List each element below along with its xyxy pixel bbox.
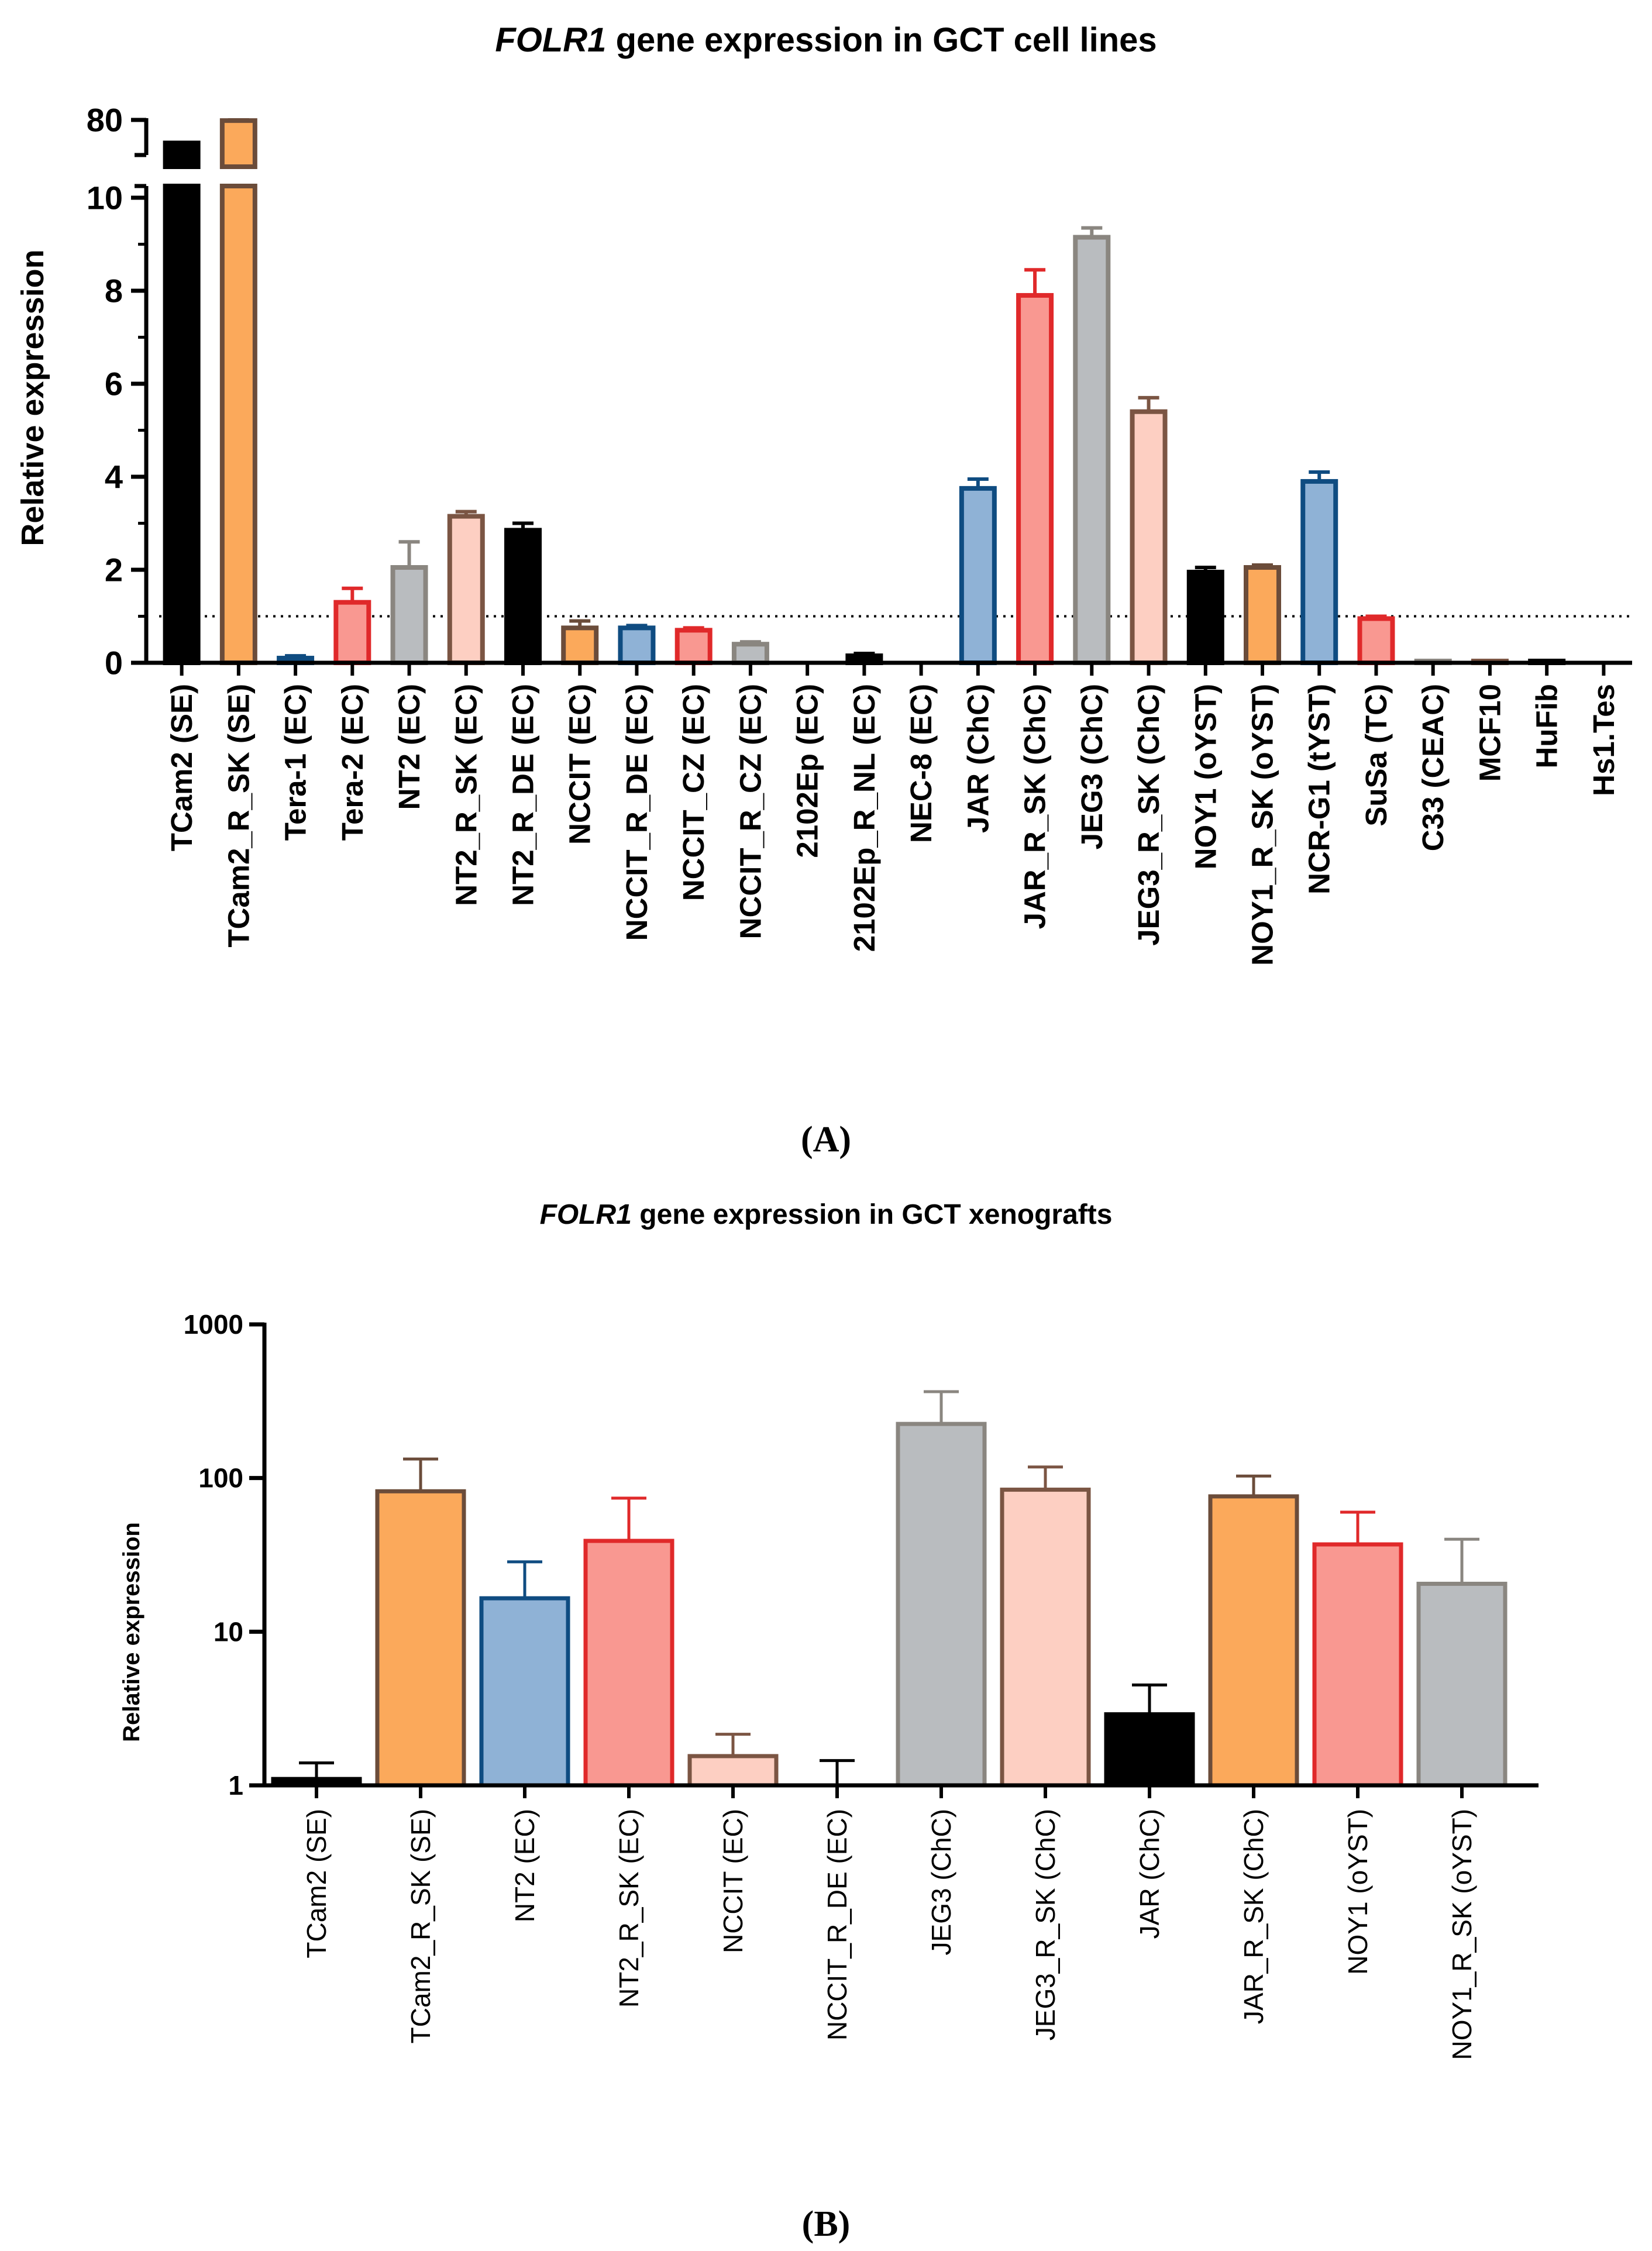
bar-b-tcam2-r-sk-se — [375, 1489, 466, 1788]
category-label-a-hufib: HuFib — [1530, 684, 1564, 768]
bar-a-nt2-ec — [390, 565, 428, 666]
bar-b-jar-chc — [1104, 1712, 1195, 1788]
bar-a-upper-tcam2-se — [163, 140, 201, 170]
bar-b-nt2-ec — [479, 1596, 570, 1788]
bar-a-nccit-r-cz-ec — [731, 642, 769, 665]
category-label-a-jeg3-chc: JEG3 (ChC) — [1075, 684, 1109, 849]
y-tick-label-a-10: 10 — [87, 180, 123, 216]
category-label-b-noy1-r-sk-oyst: NOY1_R_SK (oYST) — [1447, 1809, 1477, 2060]
bar-a-nccit-cz-ec — [674, 628, 713, 665]
y-tick-label-a-0: 0 — [105, 645, 123, 682]
bar-b-nt2-r-sk-ec — [583, 1538, 674, 1788]
category-label-a-jeg3-r-sk-chc: JEG3_R_SK (ChC) — [1132, 684, 1165, 946]
category-label-b-jar-chc: JAR (ChC) — [1134, 1809, 1165, 1939]
y-tick-label-a-80: 80 — [87, 102, 123, 139]
category-label-b-tcam2-r-sk-se: TCam2_R_SK (SE) — [405, 1809, 436, 2043]
category-label-a-nt2-ec: NT2 (EC) — [393, 684, 426, 810]
category-label-a-tcam2-r-sk-se: TCam2_R_SK (SE) — [222, 684, 255, 948]
category-label-a-hs1-tes: Hs1.Tes — [1587, 684, 1620, 796]
y-tick-label-a-2: 2 — [105, 552, 123, 588]
category-label-b-noy1-oyst: NOY1 (oYST) — [1343, 1809, 1373, 1975]
category-label-b-jeg3-r-sk-chc: JEG3_R_SK (ChC) — [1030, 1809, 1061, 2040]
bar-b-jeg3-chc — [896, 1421, 987, 1788]
bar-a-jeg3-chc — [1073, 235, 1111, 665]
panel-a-chart: FOLR1 gene expression in GCT cell lines … — [15, 21, 1632, 1159]
category-label-b-nccit-ec: NCCIT (EC) — [718, 1809, 748, 1953]
bar-a-nccit-r-de-ec — [618, 625, 656, 665]
panel-a-axes: TCam2 (SE) TCam2_R_SK (SE) Tera-1 (EC) Tera… — [87, 102, 1632, 966]
bar-b-noy1-oyst — [1312, 1542, 1403, 1788]
category-label-a-nec-8-ec: NEC-8 (EC) — [904, 684, 938, 843]
y-tick-label-b-1000: 1000 — [184, 1309, 243, 1340]
panel-b-axes: TCam2 (SE) TCam2_R_SK (SE) NT2 (EC) NT2_R_S… — [184, 1309, 1539, 2060]
bar-a-noy1-r-sk-oyst — [1244, 565, 1281, 666]
panel-b-chart: FOLR1 gene expression in GCT xenografts … — [119, 1199, 1539, 2244]
category-label-a-jar-r-sk-chc: JAR_R_SK (ChC) — [1018, 684, 1052, 929]
y-tick-label-b-100: 100 — [198, 1463, 243, 1493]
bar-a-tera-2-ec — [333, 600, 371, 666]
category-label-a-noy1-r-sk-oyst: NOY1_R_SK (oYST) — [1246, 684, 1279, 966]
category-label-a-susa-tc: SuSa (TC) — [1360, 684, 1393, 827]
category-label-a-c33-ceac: C33 (CEAC) — [1416, 684, 1450, 851]
bar-b-noy1-r-sk-oyst — [1416, 1581, 1508, 1788]
panel-a-y-axis-label: Relative expression — [15, 249, 50, 546]
bar-a-ncr-g1-tyst — [1300, 479, 1338, 665]
category-label-b-tcam2-se: TCam2 (SE) — [301, 1809, 332, 1959]
category-label-a-nt2-r-sk-ec: NT2_R_SK (EC) — [449, 684, 483, 906]
category-label-b-jar-r-sk-chc: JAR_R_SK (ChC) — [1238, 1809, 1269, 2024]
y-tick-label-a-6: 6 — [105, 366, 123, 402]
category-label-b-nccit-r-de-ec: NCCIT_R_DE (EC) — [822, 1809, 852, 2040]
y-tick-label-b-10: 10 — [214, 1616, 243, 1647]
bar-a-jar-chc — [959, 486, 997, 665]
category-label-a-noy1-oyst: NOY1 (oYST) — [1189, 684, 1222, 869]
category-label-a-nccit-r-cz-ec: NCCIT_R_CZ (EC) — [734, 684, 767, 939]
category-label-a-tera-1-ec: Tera-1 (EC) — [279, 684, 312, 841]
category-label-a-nccit-r-de-ec: NCCIT_R_DE (EC) — [620, 684, 653, 941]
category-label-a-nccit-ec: NCCIT (EC) — [563, 684, 597, 845]
bar-a-nccit-ec — [561, 625, 599, 665]
category-label-b-jeg3-chc: JEG3 (ChC) — [926, 1809, 956, 1955]
category-label-a-jar-chc: JAR (ChC) — [961, 684, 994, 833]
y-tick-label-b-1: 1 — [228, 1770, 243, 1801]
category-label-b-nt2-r-sk-ec: NT2_R_SK (EC) — [614, 1809, 644, 2008]
category-label-a-mcf10: MCF10 — [1473, 684, 1506, 782]
bar-b-nccit-ec — [687, 1754, 779, 1788]
category-label-b-nt2-ec: NT2 (EC) — [510, 1809, 540, 1922]
panel-a-bars — [163, 118, 1566, 666]
bar-a-nt2-r-sk-ec — [447, 514, 485, 666]
bar-a-jar-r-sk-chc — [1016, 292, 1054, 665]
bar-a-upper-tcam2-r-sk-se — [219, 118, 257, 169]
bar-a-tcam2-r-sk-se — [219, 184, 257, 665]
category-label-a-nccit-cz-ec: NCCIT_CZ (EC) — [677, 684, 710, 901]
category-label-a-tcam2-se: TCam2 (SE) — [165, 684, 198, 851]
panel-a-title: FOLR1 gene expression in GCT cell lines — [495, 21, 1157, 59]
y-tick-label-a-8: 8 — [105, 273, 123, 309]
bar-a-noy1-oyst — [1186, 569, 1224, 665]
panel-b-title: FOLR1 gene expression in GCT xenografts — [540, 1199, 1113, 1230]
bar-a-tcam2-se — [163, 184, 201, 665]
category-label-a-tera-2-ec: Tera-2 (EC) — [336, 684, 369, 841]
bar-a-susa-tc — [1357, 616, 1395, 665]
bar-b-jar-r-sk-chc — [1208, 1494, 1299, 1788]
bar-b-jeg3-r-sk-chc — [1000, 1488, 1091, 1788]
panel-a-label: (A) — [801, 1120, 851, 1159]
bar-a-nt2-r-de-ec — [504, 528, 542, 665]
bar-a-jeg3-r-sk-chc — [1130, 409, 1168, 665]
category-label-a-ncr-g1-tyst: NCR-G1 (tYST) — [1303, 684, 1336, 894]
panel-b-y-axis-label: Relative expression — [119, 1522, 144, 1742]
y-tick-label-a-4: 4 — [105, 459, 123, 495]
panel-b-bars — [271, 1390, 1508, 1788]
category-label-a-nt2-r-de-ec: NT2_R_DE (EC) — [507, 684, 540, 906]
category-label-a-2102ep-ec: 2102Ep (EC) — [791, 684, 824, 858]
panel-b-label: (B) — [802, 2204, 851, 2244]
category-label-a-2102ep-r-nl-ec: 2102Ep_R_NL (EC) — [848, 684, 881, 952]
